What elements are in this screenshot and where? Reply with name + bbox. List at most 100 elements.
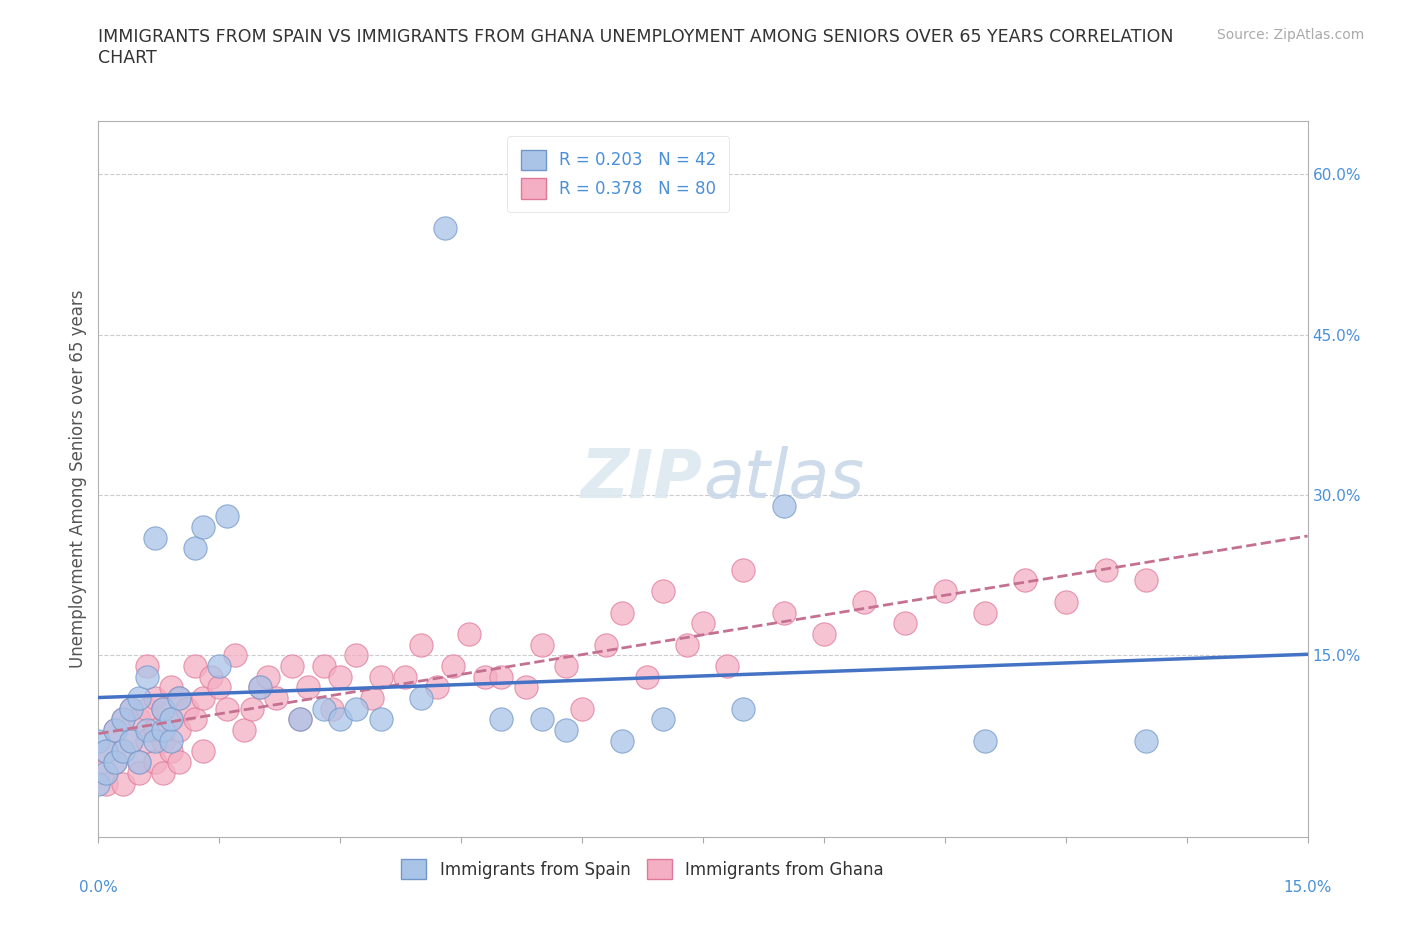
Point <box>120 701 142 716</box>
Point <box>281 658 304 673</box>
Point <box>772 498 794 513</box>
Point <box>314 658 336 673</box>
Y-axis label: Unemployment Among Seniors over 65 years: Unemployment Among Seniors over 65 years <box>69 290 87 668</box>
Point <box>441 658 464 673</box>
Point <box>264 691 287 706</box>
Point <box>176 701 198 716</box>
Point <box>651 712 673 727</box>
Point <box>167 691 190 706</box>
Point <box>651 584 673 599</box>
Point <box>555 658 578 673</box>
Point <box>612 605 634 620</box>
Point <box>143 755 166 770</box>
Text: ZIP: ZIP <box>581 446 703 512</box>
Point <box>676 637 699 652</box>
Point <box>184 658 207 673</box>
Point <box>128 712 150 727</box>
Point <box>595 637 617 652</box>
Text: Source: ZipAtlas.com: Source: ZipAtlas.com <box>1216 28 1364 42</box>
Point <box>555 723 578 737</box>
Point <box>200 670 222 684</box>
Text: 0.0%: 0.0% <box>79 880 118 895</box>
Point <box>772 605 794 620</box>
Point <box>111 712 134 727</box>
Point <box>733 563 755 578</box>
Point <box>974 605 997 620</box>
Point <box>329 670 352 684</box>
Point <box>103 723 125 737</box>
Point <box>853 594 876 609</box>
Point <box>193 744 215 759</box>
Point <box>128 691 150 706</box>
Point <box>160 680 183 695</box>
Point <box>120 734 142 749</box>
Point <box>96 777 118 791</box>
Point <box>152 723 174 737</box>
Point <box>160 712 183 727</box>
Point <box>111 744 134 759</box>
Point <box>344 648 367 663</box>
Point <box>120 734 142 749</box>
Point <box>974 734 997 749</box>
Point <box>184 541 207 556</box>
Point <box>135 701 157 716</box>
Point <box>458 627 481 642</box>
Point <box>409 637 432 652</box>
Point <box>344 701 367 716</box>
Point <box>167 723 190 737</box>
Point <box>120 701 142 716</box>
Point <box>103 723 125 737</box>
Point <box>612 734 634 749</box>
Point <box>152 701 174 716</box>
Point <box>434 220 457 235</box>
Point <box>1014 573 1036 588</box>
Text: 15.0%: 15.0% <box>1284 880 1331 895</box>
Point <box>361 691 384 706</box>
Point <box>103 755 125 770</box>
Point <box>491 712 513 727</box>
Point <box>813 627 835 642</box>
Point <box>1054 594 1077 609</box>
Point <box>217 509 239 524</box>
Point <box>692 616 714 631</box>
Point <box>193 691 215 706</box>
Point <box>135 723 157 737</box>
Point <box>167 755 190 770</box>
Point <box>128 755 150 770</box>
Point <box>474 670 496 684</box>
Text: atlas: atlas <box>703 446 865 512</box>
Point <box>193 520 215 535</box>
Point <box>636 670 658 684</box>
Point <box>288 712 311 727</box>
Point <box>249 680 271 695</box>
Point <box>297 680 319 695</box>
Point <box>160 734 183 749</box>
Point <box>135 734 157 749</box>
Point <box>96 765 118 780</box>
Point <box>152 734 174 749</box>
Point <box>152 765 174 780</box>
Point <box>87 734 110 749</box>
Point <box>217 701 239 716</box>
Point <box>128 755 150 770</box>
Point <box>167 691 190 706</box>
Point <box>314 701 336 716</box>
Point <box>571 701 593 716</box>
Point <box>160 744 183 759</box>
Point <box>224 648 246 663</box>
Point <box>240 701 263 716</box>
Point <box>208 680 231 695</box>
Point <box>409 691 432 706</box>
Point <box>530 712 553 727</box>
Point <box>135 670 157 684</box>
Point <box>256 670 278 684</box>
Point <box>208 658 231 673</box>
Point <box>1135 734 1157 749</box>
Point <box>96 744 118 759</box>
Point <box>370 670 392 684</box>
Point <box>232 723 254 737</box>
Text: IMMIGRANTS FROM SPAIN VS IMMIGRANTS FROM GHANA UNEMPLOYMENT AMONG SENIORS OVER 6: IMMIGRANTS FROM SPAIN VS IMMIGRANTS FROM… <box>98 28 1174 67</box>
Point <box>426 680 449 695</box>
Point <box>143 530 166 545</box>
Point <box>111 712 134 727</box>
